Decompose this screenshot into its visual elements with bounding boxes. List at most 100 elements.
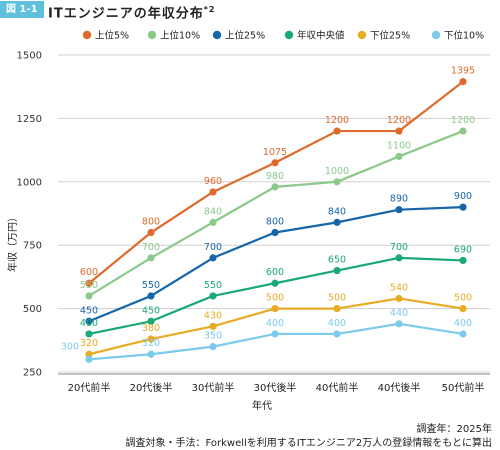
data-point [271,183,279,191]
data-point [459,256,467,265]
x-tick-label: 40代後半 [378,381,421,394]
data-label: 1100 [387,140,411,151]
data-label: 550 [80,280,98,291]
y-axis-ticks: 250 500 750 1000 1250 1500 [17,51,42,379]
data-point [147,292,155,300]
data-point [395,127,403,135]
data-label: 600 [266,267,284,278]
data-label: 430 [204,310,222,321]
data-point [209,188,217,196]
data-label: 400 [328,318,346,329]
data-point [271,228,279,237]
data-label: 700 [142,242,160,253]
data-label: 450 [80,305,98,316]
data-point [209,292,217,300]
data-label: 600 [80,267,98,278]
data-label: 890 [390,194,408,205]
data-point [85,292,93,300]
data-point [271,159,279,167]
data-label: 1075 [263,147,287,158]
data-point [333,127,341,135]
data-label: 320 [80,338,98,349]
x-axis-title: 年代 [252,399,272,412]
data-label: 350 [204,331,222,342]
data-point [459,203,467,211]
data-point [333,330,341,338]
data-label: 1200 [451,115,475,126]
data-point [459,78,467,86]
data-point [147,317,155,325]
legend-label: 上位5% [95,30,129,42]
data-point [271,305,279,313]
figure-header: 図 1-1 ITエンジニアの年収分布*2 [0,0,500,22]
data-point [459,127,467,135]
data-point [147,335,155,343]
data-label: 450 [142,305,160,316]
data-label: 840 [328,206,346,217]
data-point [333,305,341,313]
data-label: 380 [142,323,160,334]
data-point [333,178,341,186]
legend-swatch [212,30,222,40]
data-point [209,218,217,226]
data-point [459,305,467,313]
data-label: 690 [454,244,472,255]
data-point [395,320,403,328]
data-point [209,322,217,330]
data-label: 400 [266,318,284,329]
y-tick-label: 250 [23,368,42,379]
data-label: 400 [80,318,98,329]
data-point [271,330,279,338]
data-label: 540 [390,282,408,293]
data-label: 1200 [387,115,411,126]
x-tick-label: 40代前半 [316,381,359,394]
x-tick-label: 20代後半 [130,381,173,394]
data-point [209,254,217,262]
data-point [395,206,403,214]
legend-swatch [284,30,294,40]
data-label: 800 [142,217,160,228]
data-label: 650 [328,255,346,266]
data-label: 1395 [451,66,475,77]
x-tick-label: 20代前半 [68,381,111,394]
chart-legend: 上位5% 上位10% 上位25% 年収中央値 下位25% 下位10% [82,30,484,42]
data-point [333,266,341,275]
data-point [85,317,93,325]
legend-swatch [431,30,441,40]
data-label: 900 [454,191,472,202]
y-tick-label: 500 [23,304,42,315]
data-label: 300 [61,341,79,352]
data-point [271,279,279,287]
data-label: 700 [390,242,408,253]
legend-swatch [82,30,92,40]
data-point [85,355,93,363]
legend-swatch [147,30,157,40]
data-label: 500 [328,293,346,304]
data-label: 980 [266,171,284,182]
y-axis-title: 年収（万円） [6,212,19,272]
x-tick-label: 50代前半 [442,381,485,394]
legend-swatch [357,30,367,40]
data-point [147,254,155,262]
y-tick-label: 750 [23,241,42,252]
data-label: 550 [204,280,222,291]
data-point [85,279,93,287]
legend-label: 下位25% [370,30,410,42]
x-tick-label: 30代後半 [254,381,297,394]
data-label: 550 [142,280,160,291]
series-line [88,80,464,285]
data-label: 400 [454,318,472,329]
data-label: 960 [204,176,222,187]
data-label: 500 [454,293,472,304]
data-label: 800 [266,217,284,228]
data-label: 1000 [325,166,349,177]
data-point [85,330,93,338]
chart-title-text: ITエンジニアの年収分布 [48,6,204,22]
data-point [395,294,403,303]
y-tick-label: 1250 [17,114,42,125]
data-point [395,254,403,262]
survey-year-note: 調査年：2025年 [416,424,492,435]
data-point [209,343,217,351]
data-point [459,330,467,338]
